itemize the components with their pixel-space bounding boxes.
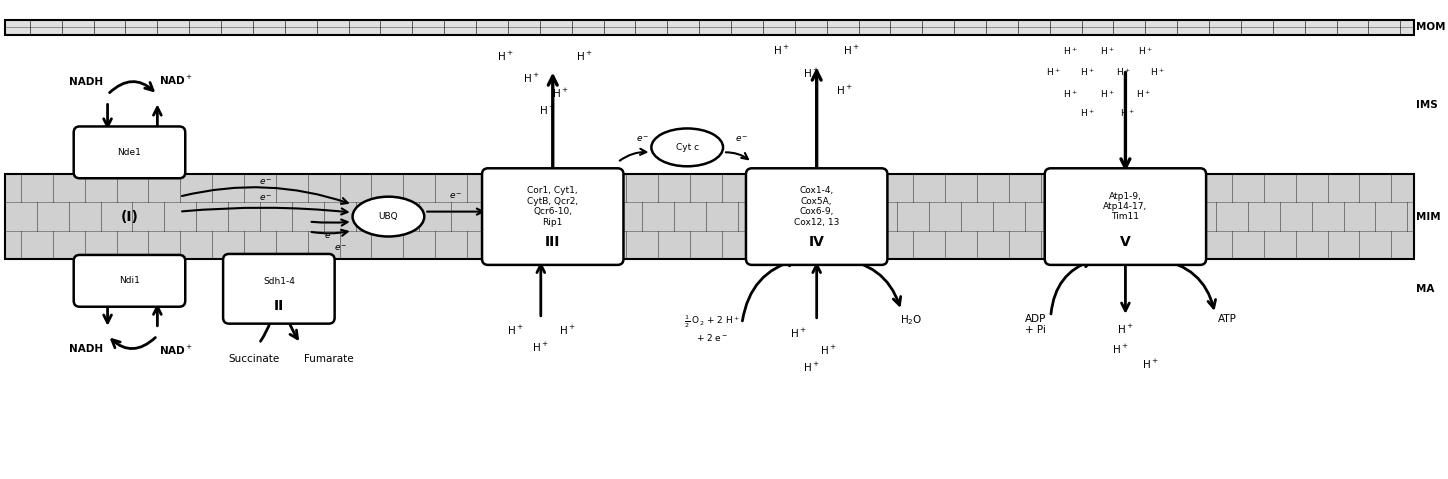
- Text: H$_2$O: H$_2$O: [901, 314, 922, 328]
- Text: H$^+$: H$^+$: [1080, 66, 1095, 78]
- Text: H$^+$: H$^+$: [773, 44, 791, 57]
- FancyBboxPatch shape: [74, 126, 185, 178]
- Text: V: V: [1121, 235, 1131, 249]
- Text: e$^-$: e$^-$: [324, 232, 337, 241]
- FancyBboxPatch shape: [223, 254, 334, 324]
- Text: IV: IV: [809, 235, 824, 249]
- Ellipse shape: [352, 197, 424, 237]
- Text: NADH: NADH: [70, 343, 104, 354]
- Text: H$^+$: H$^+$: [497, 50, 513, 63]
- Text: H$^+$: H$^+$: [843, 44, 860, 57]
- Text: MA: MA: [1416, 284, 1435, 294]
- Text: H$^+$: H$^+$: [1116, 323, 1134, 336]
- Text: ADP
+ Pi: ADP + Pi: [1025, 314, 1047, 335]
- Text: IMS: IMS: [1416, 100, 1438, 110]
- Text: H$^+$: H$^+$: [1047, 66, 1061, 78]
- Text: II: II: [274, 299, 284, 313]
- Text: e$^-$: e$^-$: [259, 177, 272, 186]
- Text: Sdh1-4: Sdh1-4: [264, 277, 295, 286]
- Text: ATP: ATP: [1218, 314, 1237, 324]
- Text: NAD$^+$: NAD$^+$: [159, 73, 194, 87]
- Text: H$^+$: H$^+$: [507, 324, 523, 337]
- Text: H$^+$: H$^+$: [576, 50, 594, 63]
- Text: H$^+$: H$^+$: [1063, 45, 1077, 57]
- Text: H$^+$: H$^+$: [837, 83, 853, 97]
- FancyBboxPatch shape: [4, 174, 1415, 259]
- Text: e$^-$: e$^-$: [736, 135, 749, 144]
- Text: Succinate: Succinate: [229, 354, 279, 364]
- Text: H$^+$: H$^+$: [1121, 108, 1135, 119]
- Text: H$^+$: H$^+$: [804, 67, 820, 80]
- Text: MOM: MOM: [1416, 23, 1445, 33]
- FancyBboxPatch shape: [74, 255, 185, 307]
- Text: Fumarate: Fumarate: [304, 354, 353, 364]
- Text: Nde1: Nde1: [117, 148, 142, 157]
- Ellipse shape: [652, 128, 723, 166]
- Text: H$^+$: H$^+$: [559, 324, 576, 337]
- Text: Cox1-4,
Cox5A,
Cox6-9,
Cox12, 13: Cox1-4, Cox5A, Cox6-9, Cox12, 13: [794, 186, 840, 227]
- Text: H$^+$: H$^+$: [540, 104, 556, 117]
- Text: H$^+$: H$^+$: [821, 343, 837, 357]
- Text: H$^+$: H$^+$: [1150, 66, 1164, 78]
- Text: H$^+$: H$^+$: [552, 87, 569, 100]
- Text: Cyt c: Cyt c: [676, 143, 699, 152]
- FancyBboxPatch shape: [1045, 168, 1206, 265]
- Text: (I): (I): [120, 210, 139, 224]
- Text: Cor1, Cyt1,
CytB, Qcr2,
Qcr6-10,
Rip1: Cor1, Cyt1, CytB, Qcr2, Qcr6-10, Rip1: [527, 186, 578, 227]
- Text: H$^+$: H$^+$: [523, 71, 539, 85]
- Text: Atp1-9,
Atp14-17,
Tim11: Atp1-9, Atp14-17, Tim11: [1103, 192, 1148, 221]
- Text: H$^+$: H$^+$: [1100, 88, 1115, 100]
- Text: H$^+$: H$^+$: [1080, 108, 1095, 119]
- FancyBboxPatch shape: [482, 168, 624, 265]
- Text: UBQ: UBQ: [378, 212, 398, 221]
- Text: $\frac{1}{2}$ O$_2$ + 2 H$^+$
+ 2 e$^-$: $\frac{1}{2}$ O$_2$ + 2 H$^+$ + 2 e$^-$: [683, 314, 740, 343]
- Text: e$^-$: e$^-$: [334, 244, 348, 253]
- Text: H$^+$: H$^+$: [1138, 45, 1153, 57]
- Text: H$^+$: H$^+$: [1063, 88, 1077, 100]
- Text: H$^+$: H$^+$: [1112, 342, 1129, 356]
- Text: H$^+$: H$^+$: [1137, 88, 1151, 100]
- Text: H$^+$: H$^+$: [533, 341, 549, 354]
- Text: III: III: [544, 235, 560, 249]
- Text: NAD$^+$: NAD$^+$: [159, 343, 194, 357]
- Text: MIM: MIM: [1416, 212, 1441, 222]
- Text: H$^+$: H$^+$: [1116, 66, 1131, 78]
- Text: H$^+$: H$^+$: [1100, 45, 1115, 57]
- Text: H$^+$: H$^+$: [791, 327, 807, 340]
- Text: H$^+$: H$^+$: [804, 361, 820, 374]
- FancyBboxPatch shape: [4, 20, 1415, 35]
- Text: e$^-$: e$^-$: [259, 194, 272, 204]
- Text: H$^+$: H$^+$: [1142, 357, 1158, 371]
- Text: e$^-$: e$^-$: [449, 192, 463, 202]
- FancyBboxPatch shape: [746, 168, 888, 265]
- Text: NADH: NADH: [70, 77, 104, 87]
- Text: e$^-$: e$^-$: [636, 135, 649, 144]
- Text: Ndi1: Ndi1: [119, 276, 140, 285]
